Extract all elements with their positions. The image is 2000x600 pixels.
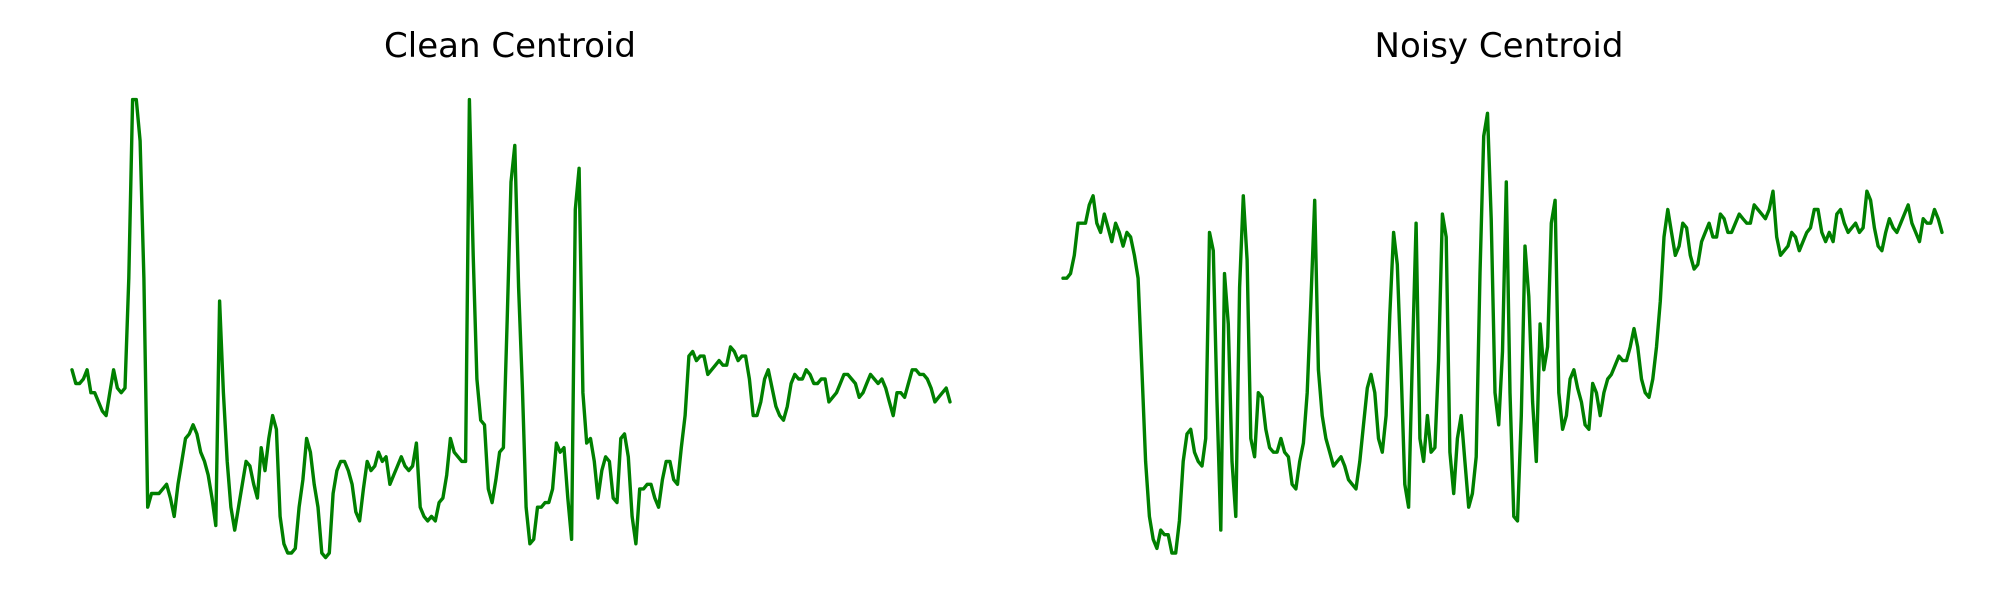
- clean-centroid-title: Clean Centroid: [384, 26, 636, 66]
- clean-centroid-line: [70, 97, 952, 560]
- noisy-centroid-panel: Noisy Centroid: [1061, 26, 1944, 555]
- clean-centroid-panel: Clean Centroid: [70, 26, 952, 560]
- noisy-centroid-title: Noisy Centroid: [1375, 26, 1624, 66]
- noisy-centroid-line: [1061, 111, 1944, 555]
